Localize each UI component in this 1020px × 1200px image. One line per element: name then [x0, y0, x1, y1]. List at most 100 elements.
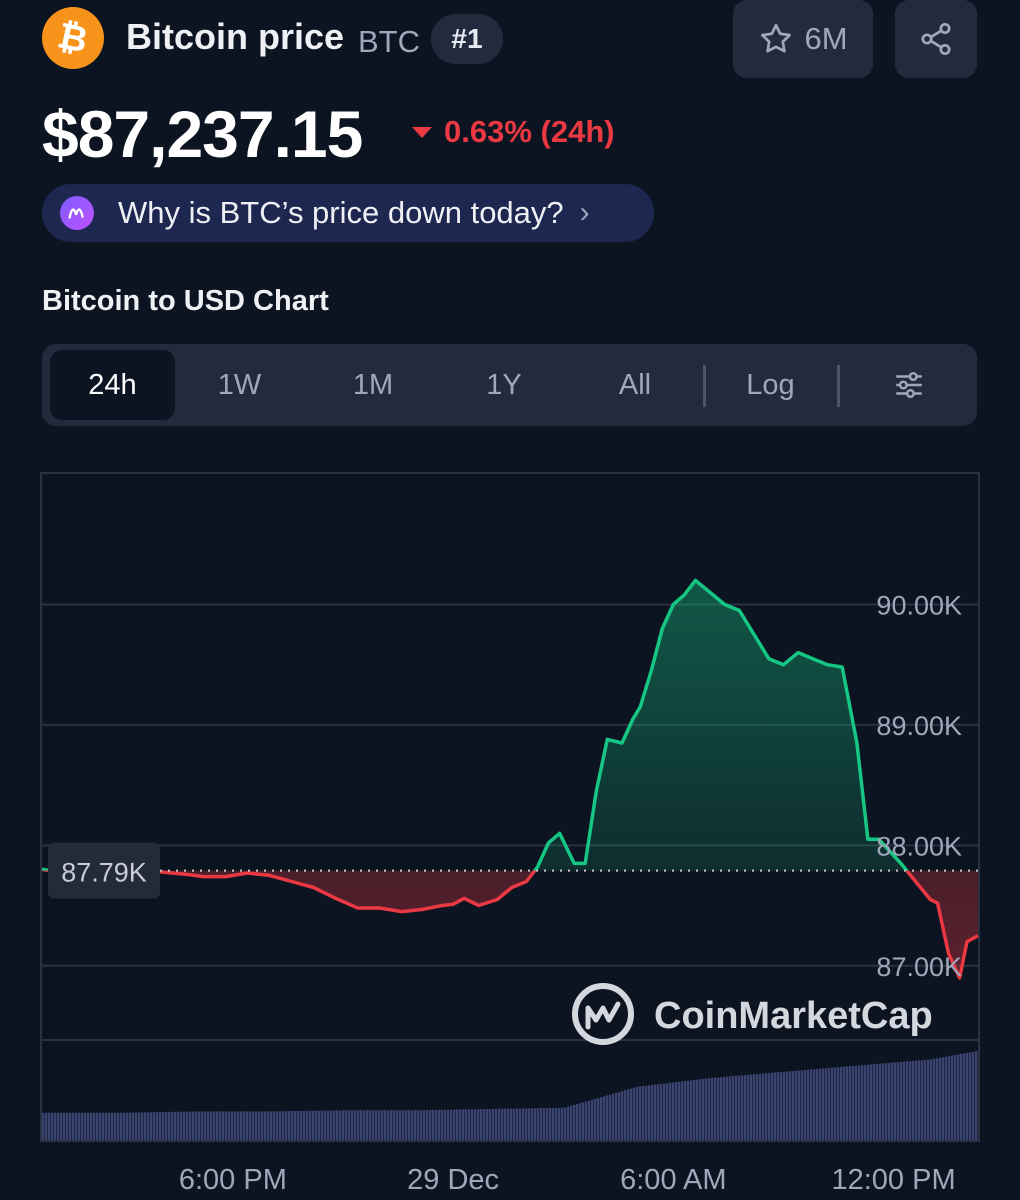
share-button[interactable]	[895, 0, 977, 78]
volume-bar	[561, 1107, 564, 1140]
volume-bar	[429, 1109, 432, 1140]
star-icon	[761, 23, 792, 53]
volume-bar	[447, 1109, 450, 1140]
volume-bar	[570, 1105, 573, 1140]
share-icon	[921, 22, 951, 56]
reference-label: 87.79K	[61, 858, 147, 888]
watchlist-button[interactable]: 6M	[733, 0, 873, 78]
tab-divider	[837, 365, 840, 407]
volume-bar	[855, 1065, 858, 1140]
volume-bar	[537, 1108, 540, 1140]
volume-bar	[156, 1112, 159, 1140]
volume-bar	[726, 1076, 729, 1140]
volume-bar	[615, 1092, 618, 1140]
volume-bar	[258, 1111, 261, 1140]
watchlist-count: 6M	[804, 21, 848, 56]
price-insight-button[interactable]: Why is BTC’s price down today? ›	[42, 184, 654, 242]
volume-bar	[630, 1088, 633, 1140]
volume-bar	[48, 1112, 51, 1140]
volume-bar	[843, 1066, 846, 1140]
volume-bar	[852, 1065, 855, 1140]
volume-bar	[66, 1112, 69, 1140]
volume-bar	[705, 1078, 708, 1140]
current-price: $87,237.15	[42, 97, 363, 171]
volume-bar	[78, 1112, 81, 1140]
volume-bar	[633, 1087, 636, 1140]
tab-all[interactable]: All	[618, 368, 652, 401]
volume-bar	[699, 1079, 702, 1140]
volume-bar	[972, 1051, 975, 1140]
volume-bar	[420, 1110, 423, 1140]
volume-bar	[513, 1108, 516, 1140]
volume-bar	[627, 1089, 630, 1140]
volume-bar	[477, 1109, 480, 1140]
volume-bar	[822, 1068, 825, 1140]
volume-bar	[783, 1071, 786, 1140]
volume-bar	[459, 1109, 462, 1140]
insight-text: Why is BTC’s price down today?	[118, 195, 564, 230]
volume-bar	[186, 1111, 189, 1140]
volume-bar	[867, 1064, 870, 1140]
volume-bar	[690, 1080, 693, 1140]
price-chart[interactable]: CoinMarketCap 87.79K 90.00K 89.00K 88.00K 8…	[40, 472, 980, 1142]
volume-bar	[282, 1111, 285, 1140]
tab-1m[interactable]: 1M	[352, 368, 394, 401]
volume-bar	[135, 1112, 138, 1140]
volume-bar	[876, 1063, 879, 1140]
volume-bar	[384, 1110, 387, 1140]
rank-badge: #1	[431, 14, 503, 64]
volume-bar	[681, 1081, 684, 1140]
volume-bar	[687, 1080, 690, 1140]
volume-bar	[663, 1083, 666, 1140]
volume-bar	[63, 1112, 66, 1140]
chart-frame	[40, 472, 980, 1142]
volume-bar	[225, 1111, 228, 1140]
volume-bar	[318, 1110, 321, 1140]
tab-1y[interactable]: 1Y	[486, 368, 522, 401]
volume-bar	[468, 1109, 471, 1140]
y-tick-label: 89.00K	[876, 711, 962, 741]
volume-bar	[300, 1110, 303, 1140]
volume-bar	[741, 1075, 744, 1140]
bitcoin-logo-icon: ₿	[42, 7, 104, 69]
volume-bar	[942, 1057, 945, 1140]
volume-bar	[798, 1070, 801, 1140]
volume-bar	[165, 1111, 168, 1140]
volume-bar	[354, 1110, 357, 1140]
volume-bar	[882, 1063, 885, 1140]
volume-bar	[411, 1110, 414, 1140]
volume-bar	[501, 1108, 504, 1140]
volume-bar	[129, 1112, 132, 1140]
volume-bar	[648, 1085, 651, 1140]
volume-bar	[456, 1109, 459, 1140]
volume-bar	[240, 1111, 243, 1140]
volume-bar	[639, 1086, 642, 1140]
volume-bar	[624, 1090, 627, 1140]
tab-divider	[703, 365, 706, 407]
tab-24h[interactable]: 24h	[50, 350, 175, 420]
chart-settings-button[interactable]	[844, 350, 974, 420]
volume-bar	[276, 1111, 279, 1140]
volume-bar	[660, 1083, 663, 1140]
volume-bar	[465, 1109, 468, 1140]
volume-bar	[324, 1110, 327, 1140]
volume-bar	[960, 1053, 963, 1140]
volume-bar	[288, 1111, 291, 1140]
volume-bar	[249, 1111, 252, 1140]
volume-bar	[618, 1091, 621, 1140]
caret-down-icon	[412, 126, 432, 138]
volume-bar	[777, 1072, 780, 1140]
volume-bar	[945, 1056, 948, 1140]
volume-bar	[117, 1112, 120, 1140]
volume-bar	[435, 1109, 438, 1140]
volume-bar	[417, 1110, 420, 1140]
volume-bar	[723, 1076, 726, 1140]
volume-bar	[762, 1073, 765, 1140]
volume-bar	[897, 1062, 900, 1140]
reference-label-box	[48, 842, 160, 899]
volume-bar	[390, 1110, 393, 1140]
tab-log[interactable]: Log	[746, 368, 795, 401]
volume-bar	[603, 1096, 606, 1140]
tab-1w[interactable]: 1W	[217, 368, 262, 401]
volume-bar	[147, 1112, 150, 1140]
